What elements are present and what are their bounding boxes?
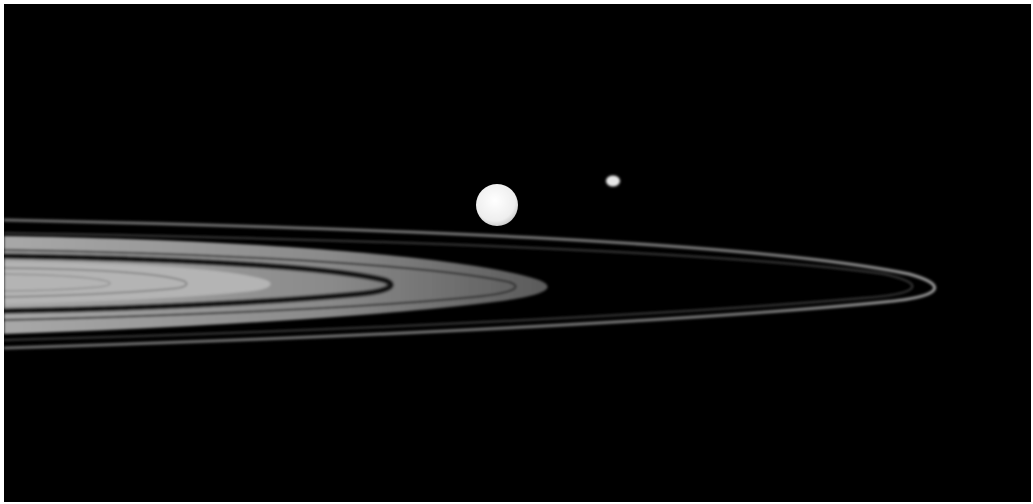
outer-ring [4,218,936,350]
space-photo [4,4,1031,502]
saturn-scene [4,4,1031,502]
main-rings [4,236,548,334]
large-moon [476,184,518,226]
small-moon [606,175,620,187]
